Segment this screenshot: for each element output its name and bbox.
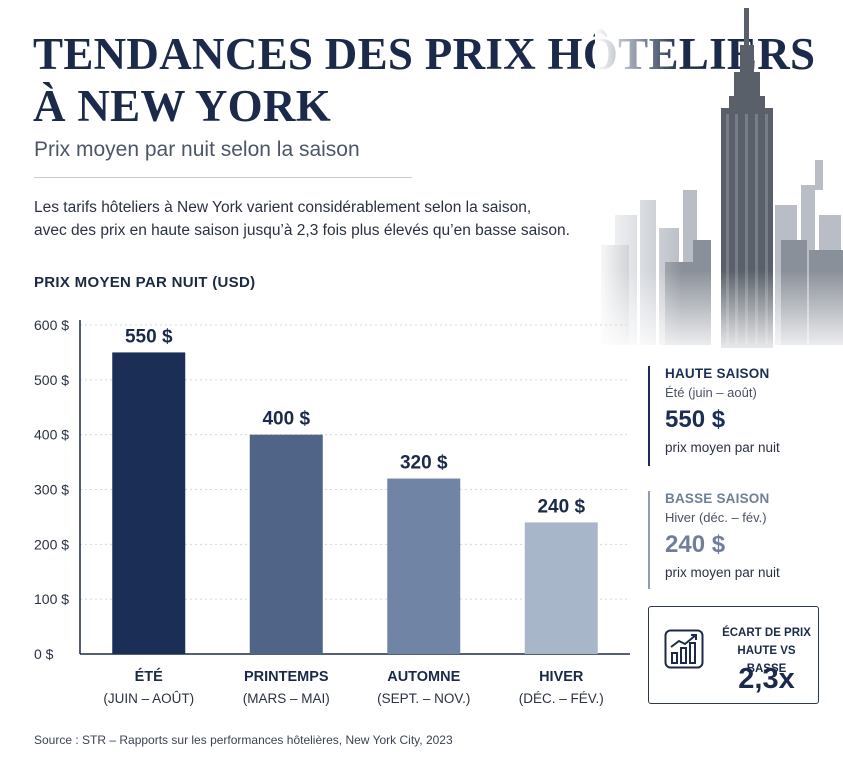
bar-value-label: 550 $: [125, 326, 173, 347]
price-gap-value: 2,3x: [738, 663, 795, 695]
high-season-value: 550 $: [665, 406, 726, 433]
bar-chart-trend-icon: [664, 629, 704, 669]
bar: [112, 352, 186, 654]
low-season-value: 240 $: [665, 531, 726, 558]
x-category-sublabel: (DÉC. – FÉV.): [519, 691, 604, 706]
source-note: Source : STR – Rapports sur les performa…: [34, 733, 453, 747]
x-category-label: PRINTEMPS: [244, 669, 329, 685]
title-line-2: À NEW YORK: [33, 81, 332, 131]
low-season-period: Hiver (déc. – fév.): [665, 510, 767, 525]
high-season-period: Été (juin – août): [665, 385, 757, 400]
divider: [34, 177, 412, 178]
low-season-panel: BASSE SAISON Hiver (déc. – fév.) 240 $ p…: [648, 491, 843, 589]
price-gap-label-line-2: HAUTE VS BASSE: [737, 645, 796, 675]
intro-text: Les tarifs hôteliers à New York varient …: [34, 196, 594, 242]
empire-state-skyline-image: [595, 0, 843, 360]
low-season-note: prix moyen par nuit: [665, 565, 780, 580]
y-tick-label: 600 $: [34, 317, 69, 333]
x-category-label: ÉTÉ: [135, 668, 164, 685]
page-subtitle: Prix moyen par nuit selon la saison: [34, 138, 360, 161]
x-category-sublabel: (MARS – MAI): [243, 691, 330, 706]
bar-value-label: 320 $: [400, 453, 448, 474]
y-tick-label: 0 $: [34, 646, 54, 662]
bar-value-label: 400 $: [262, 409, 310, 430]
bar: [387, 478, 461, 654]
x-category-sublabel: (JUIN – AOÛT): [103, 691, 194, 706]
x-category-label: HIVER: [539, 669, 584, 685]
price-gap-label: ÉCART DE PRIX HAUTE VS BASSE: [719, 624, 814, 678]
bar: [524, 522, 598, 654]
chart-heading: PRIX MOYEN PAR NUIT (USD): [34, 274, 256, 291]
price-gap-label-line-1: ÉCART DE PRIX: [722, 627, 811, 639]
price-gap-panel: ÉCART DE PRIX HAUTE VS BASSE 2,3x: [648, 606, 819, 704]
intro-line-1: Les tarifs hôteliers à New York varient …: [34, 199, 532, 216]
high-season-panel: HAUTE SAISON Été (juin – août) 550 $ pri…: [648, 366, 843, 466]
y-tick-label: 200 $: [34, 536, 69, 552]
high-season-note: prix moyen par nuit: [665, 440, 780, 455]
x-category-label: AUTOMNE: [387, 669, 460, 685]
y-tick-label: 300 $: [34, 482, 69, 498]
y-tick-label: 400 $: [34, 427, 69, 443]
bar: [249, 434, 323, 654]
x-category-sublabel: (SEPT. – NOV.): [377, 691, 470, 706]
y-tick-label: 500 $: [34, 372, 69, 388]
low-season-title: BASSE SAISON: [665, 491, 770, 506]
bar-value-label: 240 $: [537, 496, 585, 517]
high-season-title: HAUTE SAISON: [665, 366, 770, 381]
y-tick-label: 100 $: [34, 591, 69, 607]
bar-chart: 0 $ 100 $ 200 $ 300 $ 400 $ 500 $ 600 $ 550 $ ÉT…: [34, 317, 630, 706]
intro-line-2: avec des prix en haute saison jusqu’à 2,…: [34, 222, 570, 239]
